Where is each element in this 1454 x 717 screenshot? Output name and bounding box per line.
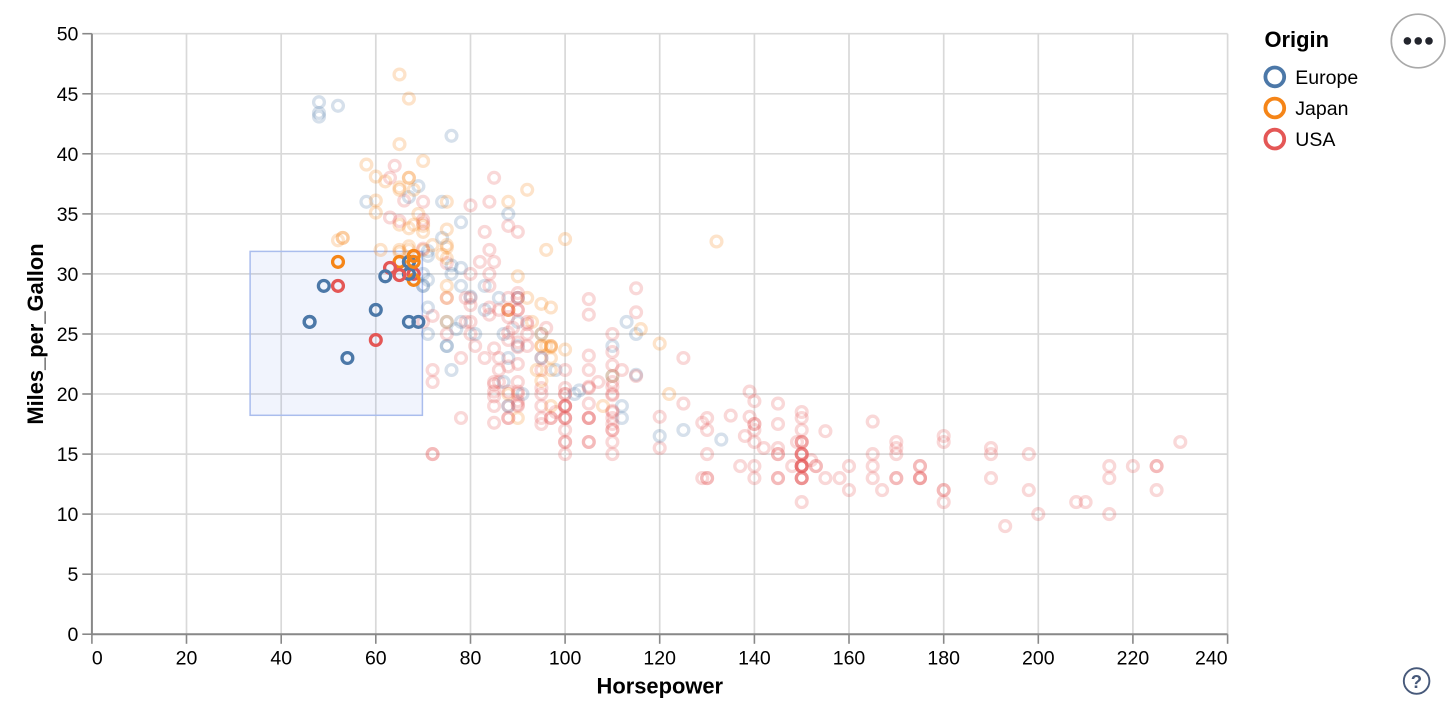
svg-text:180: 180: [927, 647, 960, 669]
svg-text:140: 140: [738, 647, 771, 669]
svg-text:120: 120: [643, 647, 676, 669]
svg-text:200: 200: [1022, 647, 1055, 669]
svg-text:5: 5: [68, 564, 79, 586]
svg-text:45: 45: [57, 84, 79, 106]
svg-text:40: 40: [57, 144, 79, 166]
svg-text:Europe: Europe: [1295, 67, 1358, 89]
svg-text:Origin: Origin: [1265, 27, 1329, 52]
svg-text:80: 80: [460, 647, 482, 669]
svg-text:Horsepower: Horsepower: [597, 673, 724, 698]
svg-text:15: 15: [57, 444, 79, 466]
svg-text:USA: USA: [1295, 129, 1335, 151]
svg-text:0: 0: [68, 624, 79, 646]
svg-text:Japan: Japan: [1295, 98, 1348, 120]
svg-text:50: 50: [57, 24, 79, 46]
svg-text:160: 160: [833, 647, 866, 669]
svg-text:60: 60: [365, 647, 387, 669]
svg-text:30: 30: [57, 264, 79, 286]
svg-text:240: 240: [1195, 647, 1228, 669]
svg-text:20: 20: [176, 647, 198, 669]
svg-text:100: 100: [549, 647, 582, 669]
svg-text:0: 0: [92, 647, 103, 669]
svg-text:220: 220: [1117, 647, 1150, 669]
svg-text:?: ?: [1411, 671, 1422, 692]
svg-text:Miles_per_Gallon: Miles_per_Gallon: [23, 243, 48, 424]
svg-text:40: 40: [270, 647, 292, 669]
svg-text:20: 20: [57, 384, 79, 406]
svg-text:25: 25: [57, 324, 79, 346]
svg-text:35: 35: [57, 204, 79, 226]
svg-text:10: 10: [57, 504, 79, 526]
